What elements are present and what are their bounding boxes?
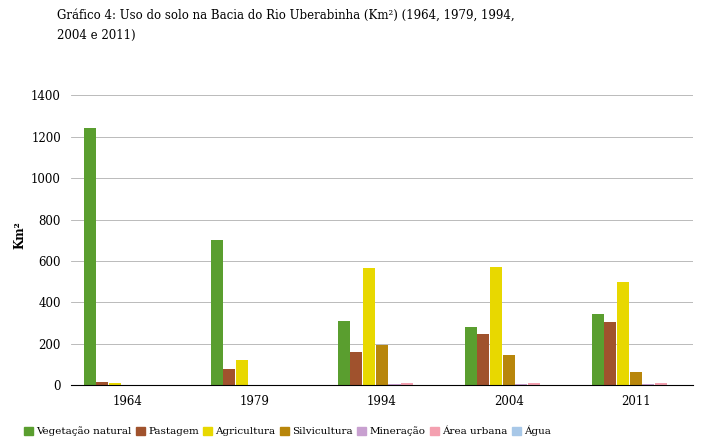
- Bar: [338, 321, 350, 385]
- Bar: [236, 360, 248, 385]
- Bar: [351, 352, 363, 385]
- Bar: [630, 372, 642, 385]
- Bar: [643, 384, 655, 385]
- Bar: [477, 334, 489, 385]
- Y-axis label: Km²: Km²: [14, 221, 27, 249]
- Bar: [503, 355, 515, 385]
- Text: 2004 e 2011): 2004 e 2011): [57, 29, 135, 42]
- Bar: [592, 314, 604, 385]
- Bar: [223, 369, 235, 385]
- Bar: [211, 241, 223, 385]
- Bar: [83, 128, 95, 385]
- Bar: [604, 322, 617, 385]
- Bar: [490, 267, 502, 385]
- Bar: [96, 382, 108, 385]
- Bar: [388, 384, 400, 385]
- Text: Gráfico 4: Uso do solo na Bacia do Rio Uberabinha (Km²) (1964, 1979, 1994,: Gráfico 4: Uso do solo na Bacia do Rio U…: [57, 9, 514, 22]
- Bar: [109, 383, 121, 385]
- Bar: [655, 383, 667, 385]
- Legend: Vegetação natural, Pastagem, Agricultura, Silvicultura, Mineração, Área urbana, : Vegetação natural, Pastagem, Agricultura…: [19, 422, 555, 440]
- Bar: [528, 383, 540, 385]
- Bar: [401, 383, 413, 385]
- Bar: [375, 345, 388, 385]
- Bar: [515, 384, 527, 385]
- Bar: [617, 282, 629, 385]
- Bar: [363, 268, 375, 385]
- Bar: [464, 327, 477, 385]
